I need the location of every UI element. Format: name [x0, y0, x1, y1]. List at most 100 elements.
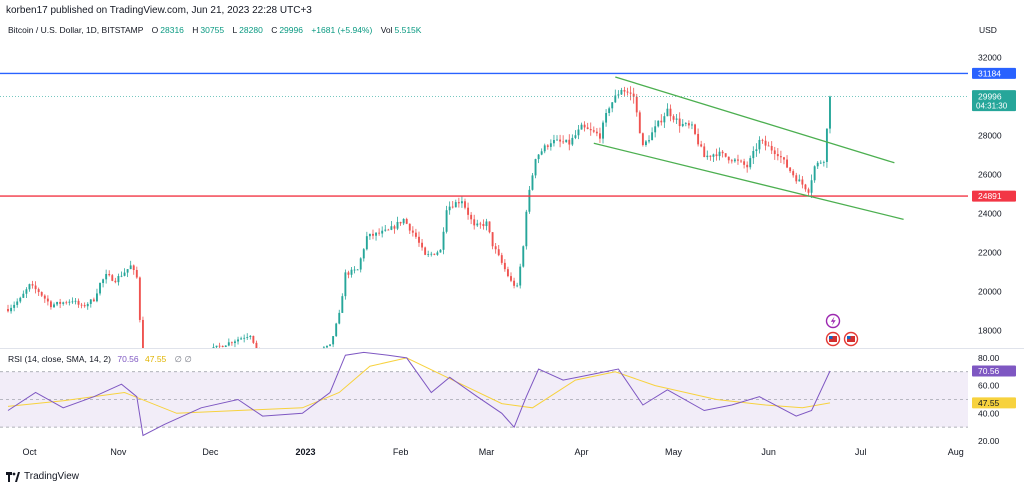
candle-body [568, 139, 571, 145]
candle-body [549, 143, 552, 147]
candle-body [709, 155, 712, 157]
channel-lower-trendline[interactable] [593, 142, 904, 220]
candle-body [454, 202, 457, 208]
candle-body [80, 304, 83, 306]
resistance-price-badge: 31184 [972, 67, 1016, 79]
candle-body [681, 123, 684, 127]
candle-body [687, 123, 690, 126]
support-price-badge-text: 24891 [978, 191, 1002, 201]
candle-body [743, 161, 746, 165]
candle-body [697, 133, 700, 145]
candle-body [546, 145, 549, 147]
candle-body [221, 345, 224, 348]
candle-body [123, 272, 126, 276]
candle-body [632, 93, 635, 97]
candle-body [645, 141, 647, 145]
candle-body [531, 175, 534, 190]
candle-body [102, 279, 105, 284]
candle-body [562, 141, 565, 143]
candle-body [399, 221, 402, 224]
candle-body [120, 275, 123, 277]
ohlc-high: H 30755 [192, 25, 225, 35]
candle-body [519, 266, 522, 286]
support-price-badge: 24891 [972, 190, 1016, 202]
horizontal-lines [0, 72, 968, 197]
time-tick-label: Aug [948, 447, 964, 457]
rsi-axis[interactable]: 80.00 60.00 40.00 20.00 [978, 353, 1000, 446]
candle-body [733, 159, 736, 162]
rsi-pane [0, 351, 968, 437]
candle-body [672, 116, 675, 120]
descending-channel[interactable] [593, 76, 904, 220]
rsi-value-badge-text: 70.56 [978, 366, 1000, 376]
candle-body [65, 302, 68, 304]
candle-body [424, 247, 427, 255]
candle-body [7, 309, 9, 312]
event-markers[interactable] [825, 313, 859, 347]
time-tick-label: Apr [575, 447, 589, 457]
price-tick-label: 28000 [978, 130, 1002, 140]
candle-body [467, 207, 470, 215]
price-axis[interactable]: 32000 28000 26000 24000 22000 20000 18000 [978, 52, 1002, 335]
candle-body [635, 96, 638, 113]
candle-body [393, 226, 396, 229]
rsi-sma-legend-value: 47.55 [145, 354, 167, 364]
rsi-legend-value: 70.56 [117, 354, 139, 364]
candle-body [108, 273, 111, 276]
candle-body [117, 275, 120, 283]
candle-body [95, 293, 98, 302]
candle-body [43, 295, 46, 299]
candle-body [405, 218, 408, 224]
candle-body [473, 219, 476, 226]
candle-body [350, 269, 353, 275]
candle-body [46, 298, 49, 302]
candle-body [396, 221, 399, 229]
price-change: +1681 (+5.94%) [311, 25, 373, 35]
rsi-legend[interactable]: RSI (14, close, SMA, 14, 2) 70.56 47.55 … [8, 354, 192, 365]
candle-body [53, 304, 55, 308]
symbol-legend: Bitcoin / U.S. Dollar, 1D, BITSTAMP O 283… [8, 25, 427, 35]
candle-body [556, 139, 558, 141]
candle-body [626, 91, 629, 93]
candle-body [737, 159, 739, 161]
candle-body [789, 167, 792, 172]
lightning-bolt-icon [830, 316, 836, 326]
time-tick-label: May [665, 447, 683, 457]
rsi-sma-value-badge: 47.55 [972, 397, 1016, 409]
candle-body [675, 118, 678, 120]
candle-body [721, 151, 724, 154]
candle-body [776, 154, 779, 157]
symbol-name[interactable]: Bitcoin / U.S. Dollar, 1D, BITSTAMP [8, 25, 144, 35]
rsi-tick-label: 20.00 [978, 436, 1000, 446]
time-axis[interactable]: Oct Nov Dec 2023 Feb Mar Apr May Jun Jul Aug [22, 447, 963, 457]
candle-body [822, 161, 825, 163]
rsi-sma-value-badge-text: 47.55 [978, 398, 1000, 408]
candle-body [68, 301, 71, 303]
ohlc-open: O 28316 [151, 25, 184, 35]
candle-body [381, 230, 384, 234]
candle-body [829, 96, 831, 129]
candle-body [651, 132, 654, 141]
candle-body [227, 342, 230, 346]
candle-body [752, 151, 755, 159]
candle-body [249, 335, 252, 337]
time-tick-label: Mar [479, 447, 495, 457]
candle-body [595, 131, 598, 134]
candle-body [792, 171, 795, 176]
rsi-legend-extra: ∅ ∅ [174, 354, 192, 364]
footer-brand[interactable]: TradingView [6, 471, 79, 482]
candle-body [648, 140, 650, 142]
candle-body [34, 285, 37, 290]
candle-body [727, 156, 730, 161]
candle-body [83, 305, 86, 307]
candle-body [516, 285, 519, 287]
candle-body [755, 149, 758, 152]
candle-body [706, 155, 709, 158]
candle-body [421, 242, 424, 248]
candles-layer [7, 86, 831, 349]
channel-upper-trendline[interactable] [615, 76, 895, 164]
candle-body [565, 139, 568, 143]
candle-body [322, 347, 325, 349]
candle-body [71, 301, 74, 303]
